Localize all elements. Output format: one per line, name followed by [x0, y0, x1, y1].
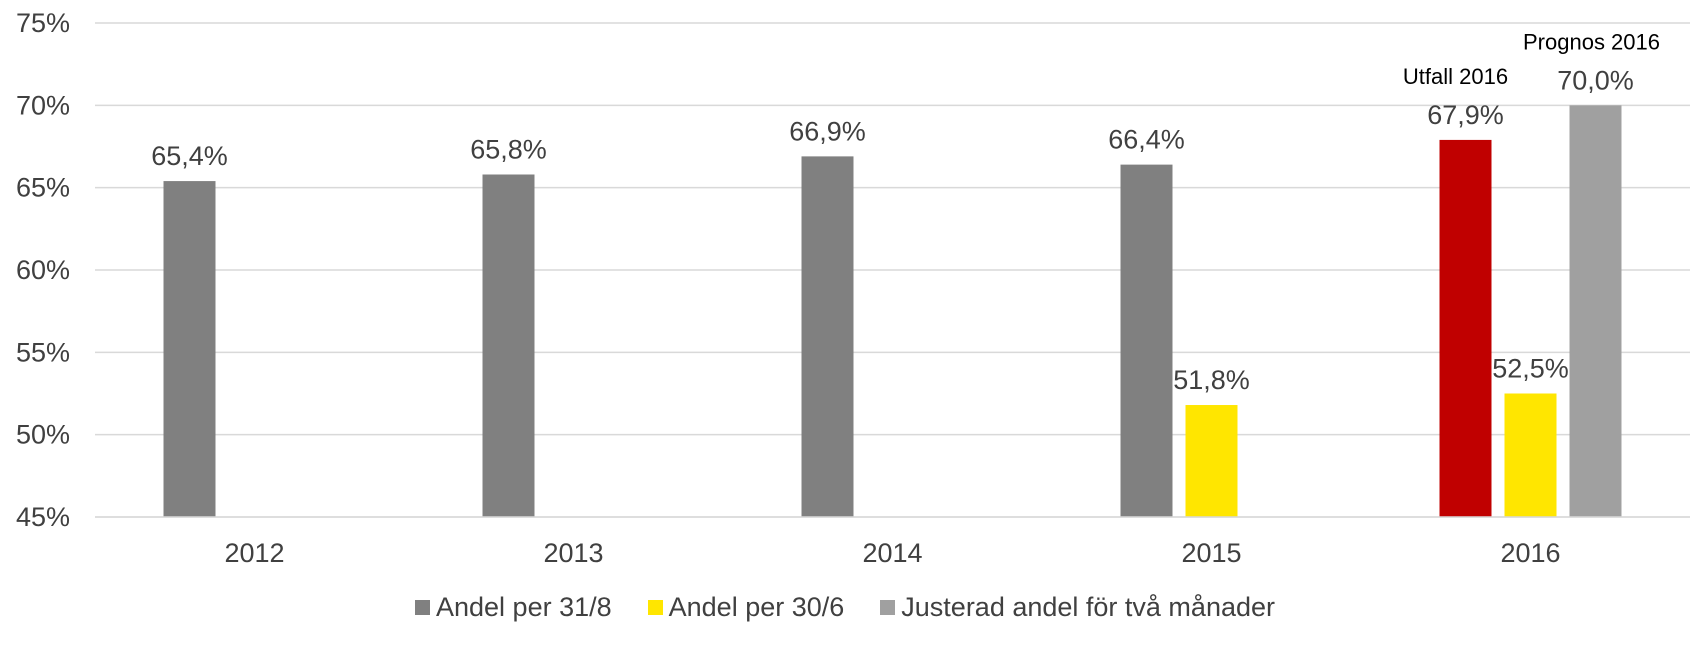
- x-tick-label: 2013: [543, 538, 603, 568]
- y-tick-label: 50%: [16, 420, 70, 450]
- bar: [1185, 405, 1238, 517]
- bar-chart: 45% 50% 55% 60% 65% 70% 75% 2012 2013 2014 2015 201…: [16, 8, 1690, 568]
- data-label: 70,0%: [1557, 65, 1634, 95]
- legend-label: Andel per 30/6: [668, 592, 845, 622]
- x-tick-label: 2015: [1181, 538, 1241, 568]
- annotation-label: Prognos 2016: [1523, 29, 1660, 54]
- legend-swatch: [647, 600, 663, 615]
- legend-item-andel-30-6: Andel per 30/6: [647, 592, 845, 623]
- bar: [163, 181, 216, 517]
- data-label: 51,8%: [1173, 365, 1250, 395]
- legend-item-justerad: Justerad andel för två månader: [880, 592, 1275, 623]
- legend: Andel per 31/8 Andel per 30/6 Justerad a…: [0, 592, 1690, 623]
- x-tick-label: 2014: [862, 538, 922, 568]
- y-tick-label: 55%: [16, 337, 70, 367]
- y-tick-label: 75%: [16, 8, 70, 38]
- bar: [1439, 139, 1492, 517]
- bar: [1504, 393, 1557, 517]
- x-tick-label: 2012: [224, 538, 284, 568]
- bar: [482, 174, 535, 517]
- data-label: 66,4%: [1108, 125, 1185, 155]
- y-tick-label: 60%: [16, 255, 70, 285]
- y-tick-label: 45%: [16, 502, 70, 532]
- legend-label: Justerad andel för två månader: [901, 592, 1275, 622]
- y-tick-label: 70%: [16, 90, 70, 120]
- legend-swatch: [880, 600, 896, 615]
- data-label: 66,9%: [789, 116, 866, 146]
- data-label: 65,8%: [470, 134, 547, 164]
- legend-label: Andel per 31/8: [436, 592, 612, 622]
- bar: [1120, 164, 1173, 517]
- bar: [801, 156, 854, 517]
- y-tick-label: 65%: [16, 173, 70, 203]
- x-tick-label: 2016: [1500, 538, 1560, 568]
- data-label: 65,4%: [151, 141, 228, 171]
- data-label: 67,9%: [1427, 100, 1504, 130]
- bar: [1569, 105, 1622, 517]
- annotation-label: Utfall 2016: [1403, 64, 1508, 89]
- legend-item-andel-31-8: Andel per 31/8: [415, 592, 612, 623]
- data-label: 52,5%: [1492, 354, 1569, 384]
- legend-swatch: [415, 600, 430, 615]
